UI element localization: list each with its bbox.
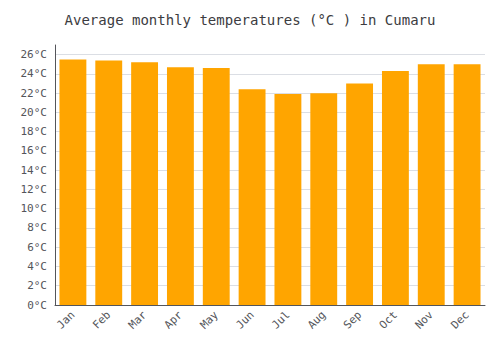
svg-text:Jan: Jan bbox=[54, 308, 77, 331]
svg-text:6°C: 6°C bbox=[27, 241, 47, 254]
svg-text:Average monthly temperatures (: Average monthly temperatures (°C ) in Cu… bbox=[65, 12, 436, 28]
svg-text:Feb: Feb bbox=[90, 308, 113, 331]
svg-text:Aug: Aug bbox=[305, 308, 328, 331]
svg-text:22°C: 22°C bbox=[21, 87, 48, 100]
svg-text:12°C: 12°C bbox=[21, 183, 48, 196]
svg-text:16°C: 16°C bbox=[21, 144, 48, 157]
svg-text:2°C: 2°C bbox=[27, 279, 47, 292]
svg-text:Mar: Mar bbox=[126, 308, 149, 331]
svg-text:24°C: 24°C bbox=[21, 67, 48, 80]
svg-text:Jun: Jun bbox=[233, 308, 256, 331]
svg-text:8°C: 8°C bbox=[27, 221, 47, 234]
svg-text:May: May bbox=[198, 308, 221, 331]
svg-text:0°C: 0°C bbox=[27, 299, 47, 312]
svg-text:Oct: Oct bbox=[377, 308, 400, 331]
svg-text:14°C: 14°C bbox=[21, 164, 48, 177]
svg-text:18°C: 18°C bbox=[21, 125, 48, 138]
svg-text:26°C: 26°C bbox=[21, 48, 48, 61]
svg-text:Jul: Jul bbox=[269, 308, 292, 331]
svg-text:10°C: 10°C bbox=[21, 202, 48, 215]
svg-text:4°C: 4°C bbox=[27, 260, 47, 273]
svg-text:Dec: Dec bbox=[448, 308, 471, 331]
svg-text:Apr: Apr bbox=[162, 308, 185, 331]
svg-text:Sep: Sep bbox=[341, 308, 364, 331]
svg-text:20°C: 20°C bbox=[21, 106, 48, 119]
svg-text:Nov: Nov bbox=[413, 308, 436, 331]
